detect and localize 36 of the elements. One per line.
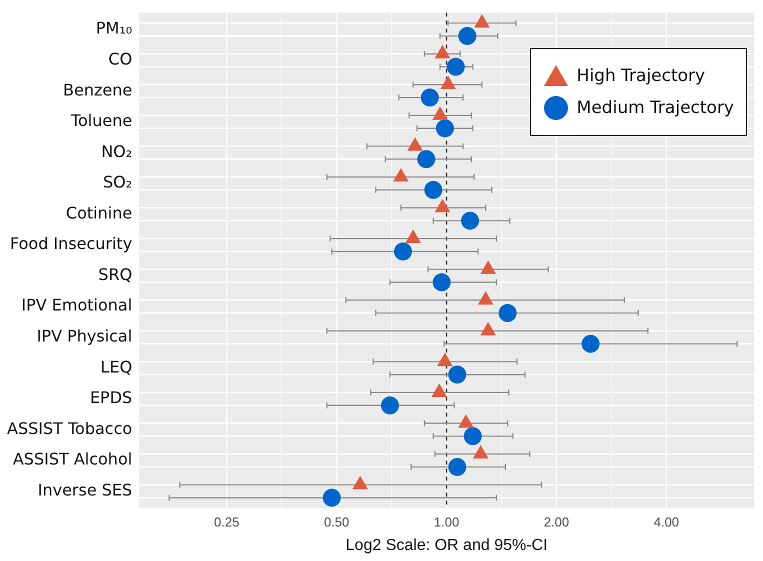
x-tick-label: 1.00 xyxy=(434,514,460,530)
y-tick-label: PM₁₀ xyxy=(96,18,132,38)
x-axis-title: Log2 Scale: OR and 95%-CI xyxy=(346,536,548,554)
y-tick-label: Benzene xyxy=(62,80,132,100)
point xyxy=(440,76,456,90)
y-tick-label: Inverse SES xyxy=(38,480,132,500)
y-tick-label: IPV Emotional xyxy=(21,296,132,315)
point xyxy=(480,322,496,336)
y-tick-label: Food Insecurity xyxy=(10,234,132,254)
x-tick-label: 2.00 xyxy=(544,514,570,530)
y-tick-label: Cotinine xyxy=(66,203,132,222)
x-tick-label: 0.25 xyxy=(214,514,240,530)
x-tick-label: 4.00 xyxy=(654,514,680,530)
point xyxy=(434,44,450,58)
point xyxy=(431,383,448,397)
y-tick-label: CO xyxy=(108,49,132,68)
point xyxy=(474,14,490,28)
y-tick-label: NO₂ xyxy=(101,142,132,161)
y-tick-label: LEQ xyxy=(100,357,132,376)
y-tick-label: SRQ xyxy=(98,264,132,284)
point xyxy=(437,352,453,366)
point xyxy=(432,106,448,120)
y-tick-label: ASSIST Tobacco xyxy=(6,418,132,438)
y-tick-label: SO₂ xyxy=(103,172,132,192)
y-tick-label: ASSIST Alcohol xyxy=(12,450,132,469)
point xyxy=(478,291,494,305)
y-tick-label: IPV Physical xyxy=(36,326,132,346)
point xyxy=(472,445,488,459)
legend-label: Medium Trajectory xyxy=(576,98,734,118)
legend-label: High Trajectory xyxy=(576,66,706,86)
point xyxy=(458,414,474,428)
point xyxy=(480,260,496,274)
y-tick-label: EPDS xyxy=(90,388,132,408)
y-tick-label: Toluene xyxy=(70,111,132,130)
x-tick-label: 0.50 xyxy=(324,514,350,530)
point xyxy=(434,198,450,212)
